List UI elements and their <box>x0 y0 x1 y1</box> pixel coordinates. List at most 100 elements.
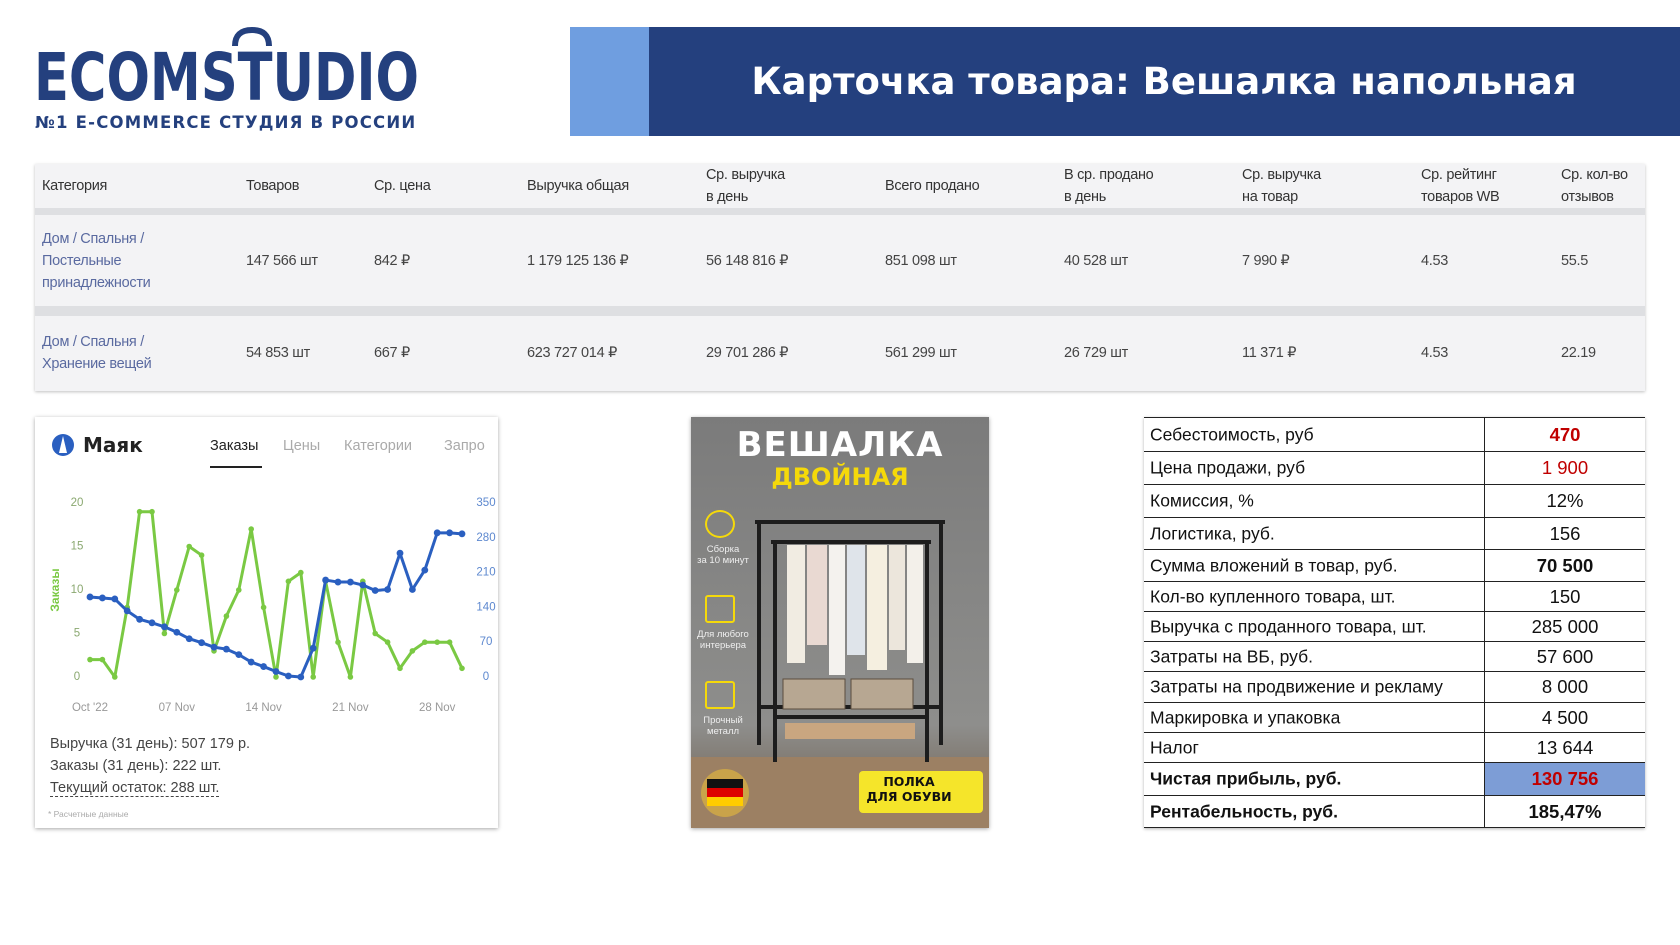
logo-text: ECOMSTUDIO <box>34 39 419 108</box>
economics-label: Рентабельность, руб. <box>1150 801 1338 821</box>
economics-row: Себестоимость, руб 470 <box>1144 417 1645 451</box>
economics-value: 150 <box>1484 582 1645 611</box>
tagline: №1 E-COMMERCE СТУДИЯ В РОССИИ <box>35 113 417 132</box>
economics-label: Налог <box>1150 737 1199 757</box>
mayak-logo-tower <box>59 436 67 453</box>
clothes <box>787 545 923 675</box>
economics-value: 8 000 <box>1484 672 1645 702</box>
series-point <box>409 586 416 593</box>
series-point <box>111 595 119 603</box>
series-point <box>422 639 428 645</box>
series-point <box>347 674 354 680</box>
series-point <box>446 529 453 537</box>
column-header: Ср. выручка в день <box>706 167 785 205</box>
series-point <box>161 630 168 637</box>
series-point <box>248 526 254 532</box>
feature-icon <box>705 510 735 538</box>
series-point <box>285 578 292 585</box>
economics-value: 70 500 <box>1484 550 1645 581</box>
economics-row: Маркировка и упаковка 4 500 <box>1144 702 1645 732</box>
table-cell: 623 727 014 ₽ <box>527 345 617 361</box>
mayak-tab[interactable]: Категории <box>344 438 413 454</box>
economics-row: Налог 13 644 <box>1144 732 1645 762</box>
x-tick-label: Oct '22 <box>72 702 108 714</box>
series-point <box>434 639 441 645</box>
series-point <box>372 630 379 637</box>
economics-row: Логистика, руб. 156 <box>1144 517 1645 549</box>
mayak-widget: 0 5 10 15 20 0 70 140 210 280 350 Заказы Oct '22 07 N… <box>35 417 498 828</box>
series-point <box>112 674 118 680</box>
orders-chart: 0 5 10 15 20 0 70 140 210 280 350 Заказы Oct '22 07 N… <box>48 434 496 714</box>
economics-value: 13 644 <box>1484 733 1645 762</box>
economics-row: Выручка с проданного товара, шт. 285 000 <box>1144 611 1645 641</box>
mayak-brand: Маяк <box>83 433 143 457</box>
flag-gold <box>707 797 743 806</box>
y-tick-label: 20 <box>71 497 84 509</box>
table-cell: 55.5 <box>1561 253 1589 269</box>
series-point <box>185 635 193 643</box>
economics-label: Затраты на продвижение и рекламу <box>1150 676 1443 697</box>
economics-row: Кол-во купленного товара, шт. 150 <box>1144 581 1645 611</box>
series-point <box>173 628 181 636</box>
category-table: Категория Товаров Ср. цена Выручка общая Ср.… <box>35 164 1645 391</box>
x-tick-label: 14 Nov <box>245 702 282 714</box>
economics-label: Маркировка и упаковка <box>1150 707 1341 727</box>
series-point <box>396 549 404 557</box>
y2-tick-label: 280 <box>476 532 495 544</box>
column-header: В ср. продано в день <box>1064 167 1154 205</box>
series-line <box>90 510 464 679</box>
economics-label: Цена продажи, руб <box>1150 457 1306 478</box>
feature-icon <box>705 681 735 709</box>
product-feature: Прочный металл <box>703 715 743 737</box>
feature-icon <box>705 595 735 623</box>
series-point <box>86 593 94 601</box>
mayak-stat: Текущий остаток: 288 шт. <box>50 780 220 797</box>
series-point <box>273 674 279 680</box>
economics-label: Чистая прибыль, руб. <box>1150 768 1342 789</box>
series-point <box>148 619 156 627</box>
page-title: Карточка товара: Вешалка напольная <box>751 60 1577 103</box>
series-point <box>384 586 391 593</box>
series-point <box>87 656 93 663</box>
series-point <box>198 639 206 647</box>
economics-value: 470 <box>1484 418 1645 451</box>
x-tick-label: 28 Nov <box>419 702 456 714</box>
table-cell: 4.53 <box>1421 253 1449 269</box>
economics-label: Кол-во купленного товара, шт. <box>1150 586 1396 606</box>
table-cell: 26 729 шт <box>1064 345 1128 361</box>
economics-value: 12% <box>1484 485 1645 517</box>
product-feature: Для любого интерьера <box>697 629 749 651</box>
series-point <box>174 587 180 593</box>
series-point <box>310 674 317 680</box>
column-header: Товаров <box>246 178 300 194</box>
table-cell: 851 098 шт <box>885 253 957 269</box>
header-band <box>35 164 1645 208</box>
economics-value: 185,47% <box>1484 796 1645 827</box>
series-point <box>149 508 155 515</box>
mayak-tab[interactable]: Цены <box>283 438 321 454</box>
column-header: Всего продано <box>885 178 980 194</box>
series-point <box>397 665 403 672</box>
column-header: Ср. выручка на товар <box>1242 167 1321 205</box>
y2-tick-label: 210 <box>476 567 495 579</box>
series-point <box>297 673 305 681</box>
economics-row: Сумма вложений в товар, руб. 70 500 <box>1144 549 1645 581</box>
shoe-shelf-label: ПОЛКА ДЛЯ ОБУВИ <box>866 774 952 804</box>
logo: ECOMSTUDIO <box>34 26 419 108</box>
series-point <box>334 578 342 586</box>
table-cell: 667 ₽ <box>374 345 410 361</box>
mayak-tab[interactable]: Заказы <box>210 438 259 454</box>
table-cell: 7 990 ₽ <box>1242 253 1290 269</box>
economics-row: Цена продажи, руб 1 900 <box>1144 451 1645 484</box>
series-line <box>89 531 463 679</box>
series-point <box>359 581 367 589</box>
economics-value: 1 900 <box>1484 452 1645 484</box>
mayak-tab[interactable]: Запро <box>444 438 485 454</box>
table-cell: 40 528 шт <box>1064 253 1128 269</box>
column-header: Ср. кол-во отзывов <box>1561 167 1628 205</box>
mayak-stat: Выручка (31 день): 507 179 р. <box>50 736 251 752</box>
series-point <box>210 643 218 651</box>
economics-row: Затраты на продвижение и рекламу 8 000 <box>1144 671 1645 702</box>
product-title: ВЕШАЛКА <box>736 425 944 465</box>
flag-black <box>707 779 743 788</box>
